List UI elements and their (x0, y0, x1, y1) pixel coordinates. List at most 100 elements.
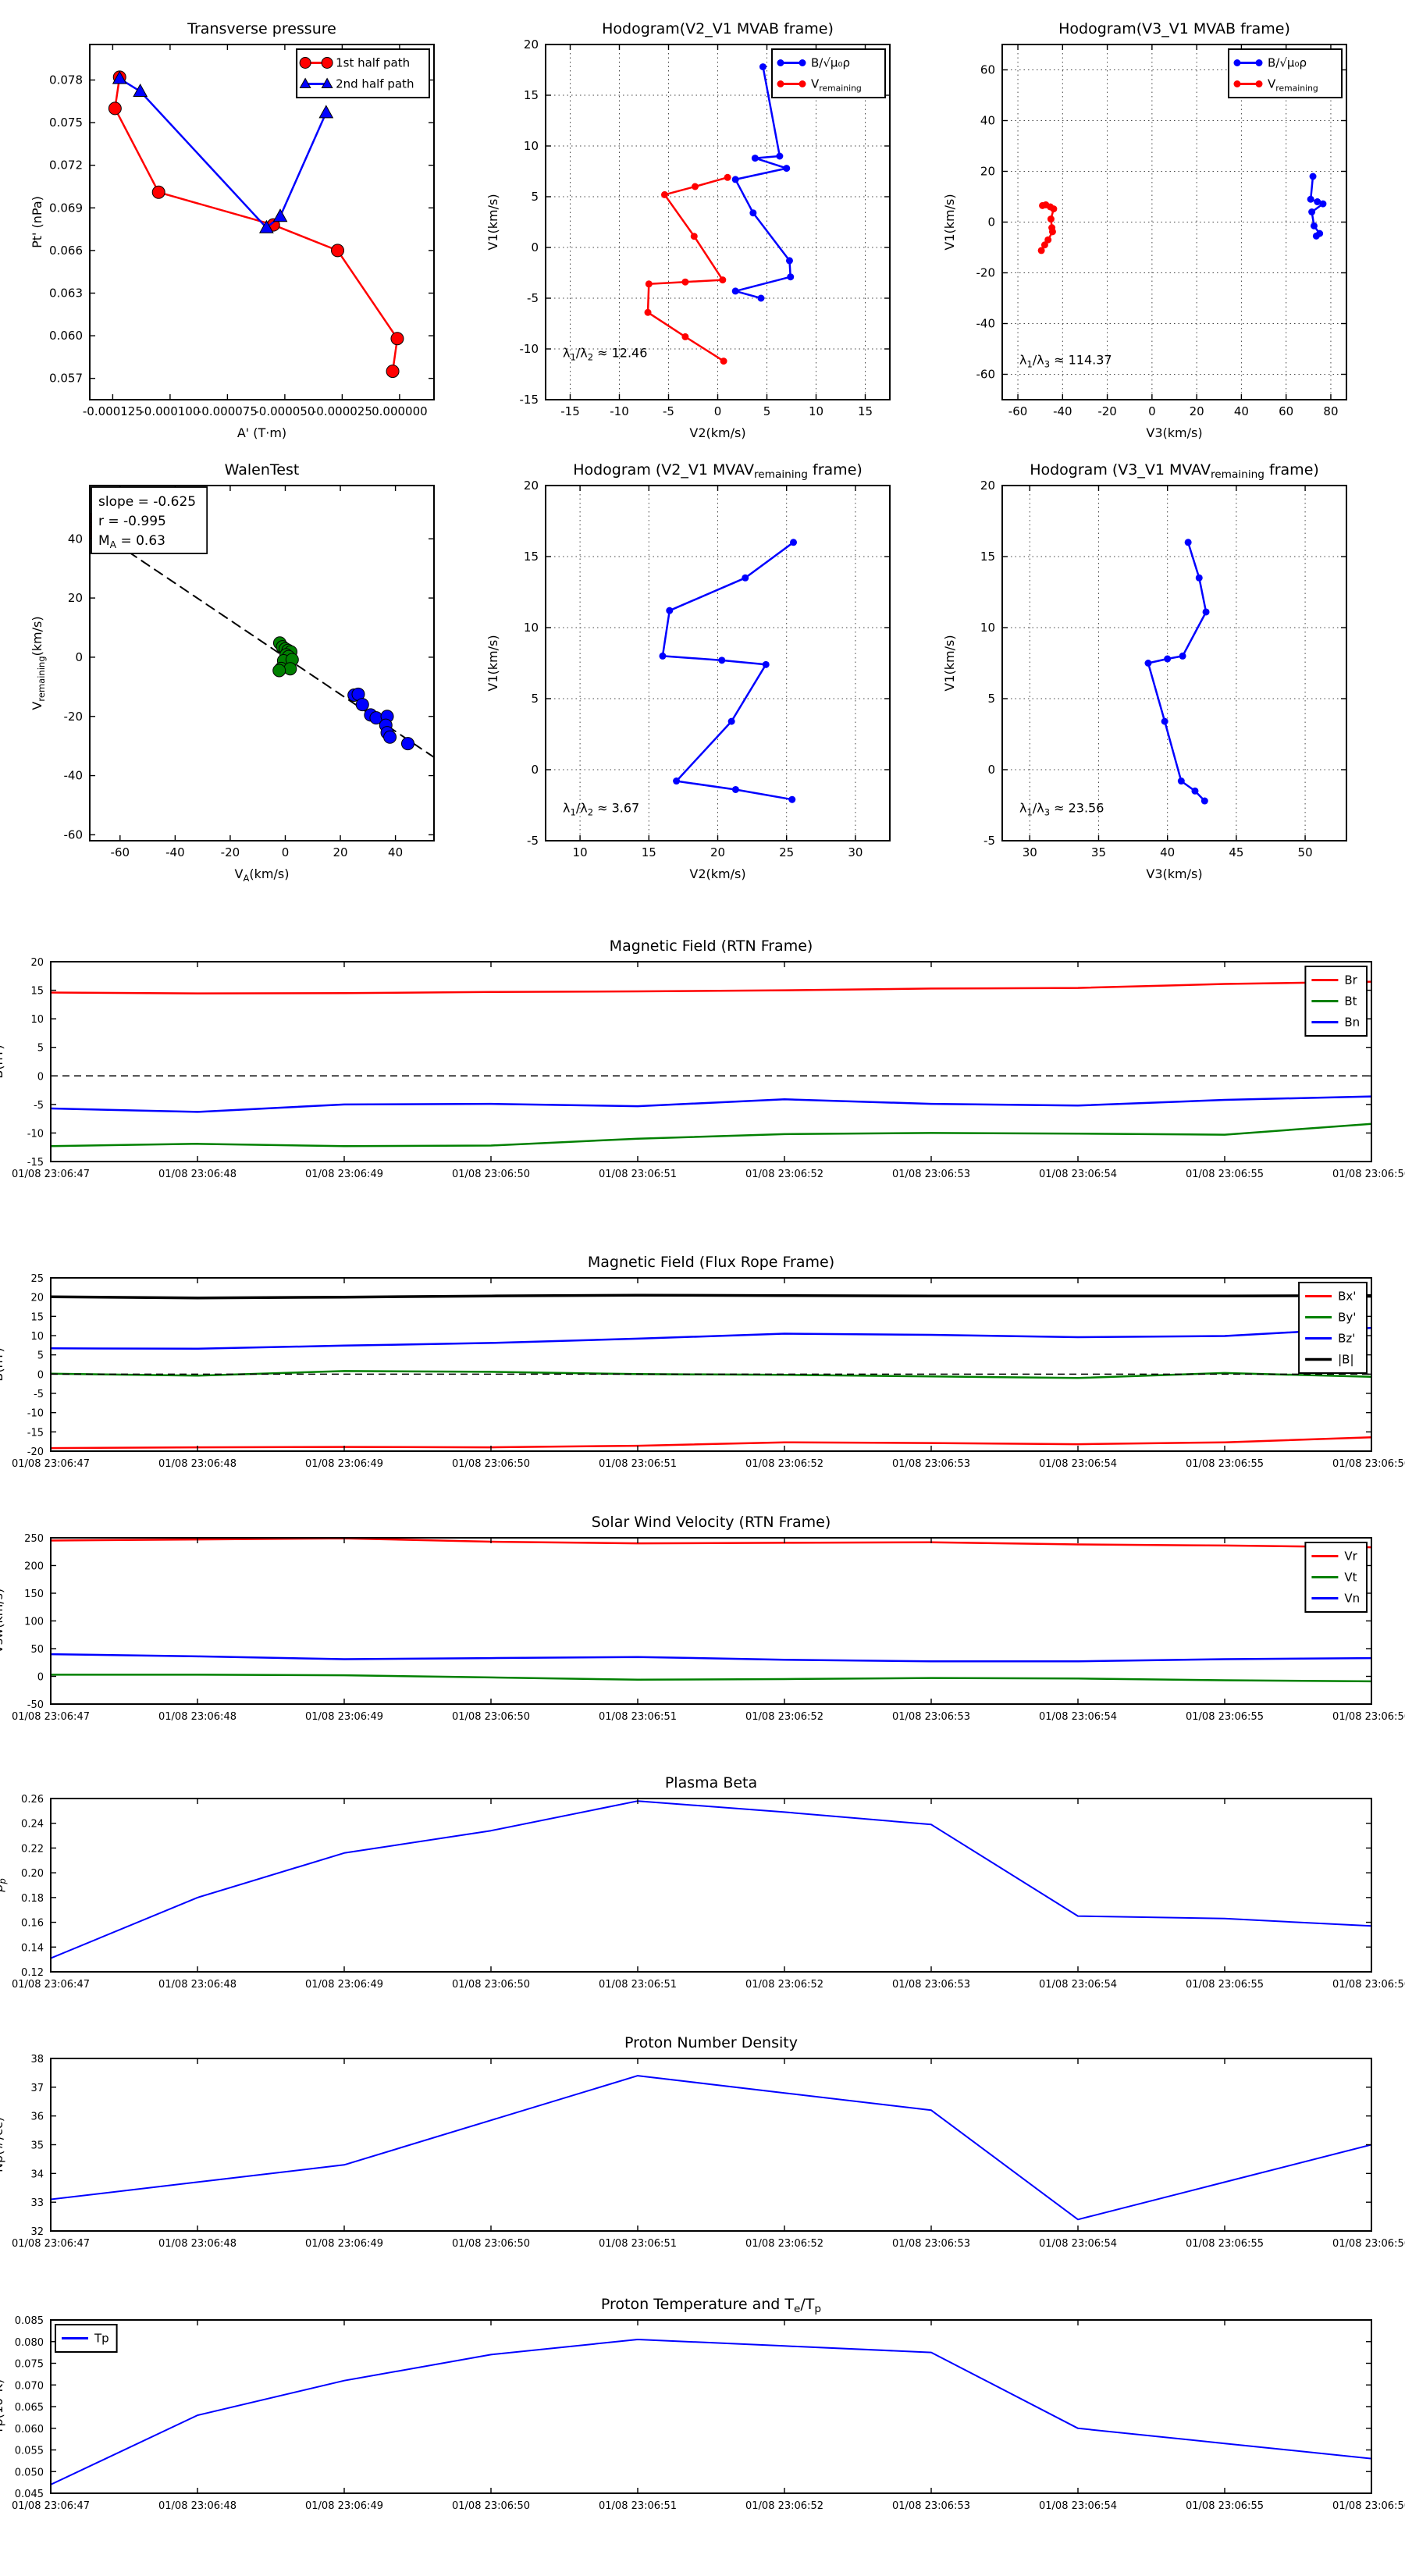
hodogram-v3v1-mvab-xtick-label: 80 (1323, 404, 1338, 418)
hodogram-v2v1-mvab-title: Hodogram(V2_V1 MVAB frame) (602, 20, 834, 37)
proton-temp-legend-label: Tp (94, 2332, 109, 2346)
proton-density-ytick-label: 32 (30, 2226, 44, 2238)
vsw-rtn-legend-label: Vr (1344, 1550, 1357, 1564)
b-rtn-ylabel: B(nT) (0, 1044, 5, 1078)
proton-temp-xtick-label: 01/08 23:06:50 (452, 2500, 530, 2512)
proton-temp-ytick-label: 0.045 (15, 2489, 44, 2500)
vsw-rtn-ytick-label: 100 (24, 1617, 44, 1628)
vsw-rtn-ytick-label: 250 (24, 1533, 44, 1545)
transverse-pressure-ytick-label: 0.063 (49, 286, 83, 301)
hodogram-v3v1-mvav-xtick-label: 40 (1160, 845, 1175, 859)
proton-density-ytick-label: 37 (30, 2083, 44, 2094)
hodogram-v3v1-mvab-xlabel: V3(km/s) (1146, 425, 1202, 440)
vsw-rtn-series (51, 1538, 1371, 1683)
b-rtn-axes-frame (50, 961, 1372, 1162)
proton-density-xtick-label: 01/08 23:06:55 (1186, 2238, 1264, 2250)
hodogram-v3v1-mvab-xtick-label: 40 (1234, 404, 1249, 418)
plasma-beta-ticks: 01/08 23:06:47 01/08 23:06:48 01/08 23:06:… (12, 1794, 1405, 1991)
hodogram-v3v1-mvab-ytick-label: 60 (980, 63, 995, 77)
b-fluxrope-xtick-label: 01/08 23:06:50 (452, 1458, 530, 1470)
chart-hodogram-v2v1-mvav: 10 15 20 25 30 -5 0 5 10 15 20 Hodogram (V2_V1 MVAV… (486, 461, 891, 881)
vsw-rtn-legend-label: Vt (1344, 1571, 1357, 1585)
plasma-beta-ytick-label: 0.16 (21, 1918, 44, 1930)
hodogram-v2v1-mvav-xtick-label: 25 (779, 845, 794, 859)
hodogram-v2v1-mvab-xtick-label: -15 (560, 404, 580, 418)
b-fluxrope-ytick-label: 5 (37, 1350, 44, 1362)
hodogram-v2v1-mvav-ytick-label: 15 (524, 550, 539, 564)
b-fluxrope-ticks: 01/08 23:06:47 01/08 23:06:48 01/08 23:06:… (12, 1273, 1405, 1470)
plasma-beta-xtick-label: 01/08 23:06:52 (745, 1979, 823, 1991)
transverse-pressure-ytick-label: 0.060 (49, 329, 83, 343)
hodogram-v3v1-mvav-xlabel: V3(km/s) (1146, 866, 1202, 881)
hodogram-v2v1-mvab-annotation: λ1/λ2 ≈ 12.46 (563, 345, 647, 362)
proton-temp-axes-frame (50, 2319, 1372, 2494)
plasma-beta-xtick-label: 01/08 23:06:49 (305, 1979, 383, 1991)
proton-temp-ylabel: Tp(106K) (0, 2379, 5, 2435)
hodogram-v3v1-mvav-xtick-label: 30 (1023, 845, 1037, 859)
b-fluxrope-ytick-label: 10 (30, 1331, 44, 1343)
walen-test-xtick-label: 0 (282, 845, 290, 859)
b-fluxrope-title: Magnetic Field (Flux Rope Frame) (588, 1254, 834, 1271)
walen-test-ytick-label: -20 (64, 710, 84, 724)
hodogram-v2v1-mvav-xtick-label: 15 (642, 845, 656, 859)
hodogram-v3v1-mvab-legend-label: B/√μ₀ρ (1268, 56, 1307, 70)
proton-temp-xtick-label: 01/08 23:06:49 (305, 2500, 383, 2512)
b-fluxrope-legend-label: |B| (1338, 1353, 1353, 1367)
chart-walen-test: -60 -40 -20 0 20 40 -60 -40 -20 0 20 40 WalenTest VA(… (30, 461, 435, 884)
transverse-pressure-ticks: -0.000125-0.000100-0.000075-0.000050-0.0… (49, 44, 434, 418)
hodogram-v3v1-mvav-series (1144, 539, 1210, 805)
b-fluxrope-xtick-label: 01/08 23:06:55 (1186, 1458, 1264, 1470)
proton-density-xtick-label: 01/08 23:06:52 (745, 2238, 823, 2250)
walen-test-ylabel: Vremaining(km/s) (30, 616, 47, 710)
hodogram-v3v1-mvav-xtick-label: 35 (1091, 845, 1106, 859)
proton-temp-xtick-label: 01/08 23:06:47 (12, 2500, 90, 2512)
vsw-rtn-xtick-label: 01/08 23:06:53 (892, 1711, 970, 1723)
plasma-beta-ytick-label: 0.26 (21, 1794, 44, 1806)
vsw-rtn-ticks: 01/08 23:06:47 01/08 23:06:48 01/08 23:06:… (12, 1533, 1405, 1723)
b-rtn-ticks: 01/08 23:06:47 01/08 23:06:48 01/08 23:06:… (12, 957, 1405, 1180)
plasma-beta-xtick-label: 01/08 23:06:53 (892, 1979, 970, 1991)
proton-temp-title: Proton Temperature and Te/Tp (601, 2296, 821, 2315)
plasma-beta-ytick-label: 0.18 (21, 1893, 44, 1905)
proton-density-xtick-label: 01/08 23:06:49 (305, 2238, 383, 2250)
proton-temp-xtick-label: 01/08 23:06:48 (158, 2500, 237, 2512)
plasma-beta-xtick-label: 01/08 23:06:47 (12, 1979, 90, 1991)
transverse-pressure-ytick-label: 0.069 (49, 201, 83, 215)
proton-temp-series (51, 2339, 1371, 2485)
b-fluxrope-xtick-label: 01/08 23:06:54 (1039, 1458, 1117, 1470)
plasma-beta-xtick-label: 01/08 23:06:56 (1332, 1979, 1405, 1991)
hodogram-v3v1-mvab-xtick-label: 20 (1190, 404, 1204, 418)
chart-proton-density: 01/08 23:06:47 01/08 23:06:48 01/08 23:06:… (0, 2034, 1405, 2250)
proton-density-ytick-label: 33 (30, 2197, 44, 2209)
proton-temp-ytick-label: 0.060 (15, 2424, 44, 2435)
hodogram-v2v1-mvab-ytick-label: 5 (531, 190, 539, 204)
transverse-pressure-xtick-label: -0.000050 (254, 404, 315, 418)
b-fluxrope-xtick-label: 01/08 23:06:51 (599, 1458, 677, 1470)
proton-density-ytick-label: 38 (30, 2054, 44, 2065)
walen-test-ytick-label: -60 (64, 827, 84, 841)
b-fluxrope-legend-label: Bz' (1338, 1332, 1355, 1346)
hodogram-v3v1-mvav-ytick-label: 5 (987, 692, 995, 706)
hodogram-v3v1-mvab-xtick-label: 0 (1148, 404, 1156, 418)
proton-temp-ytick-label: 0.065 (15, 2402, 44, 2414)
b-rtn-xtick-label: 01/08 23:06:53 (892, 1169, 970, 1180)
chart-plasma-beta: 01/08 23:06:47 01/08 23:06:48 01/08 23:06:… (0, 1774, 1405, 1991)
transverse-pressure-series (108, 70, 404, 379)
proton-density-series (51, 2075, 1371, 2221)
proton-temp-ytick-label: 0.070 (15, 2380, 44, 2392)
transverse-pressure-axes-frame (89, 44, 435, 400)
hodogram-v3v1-mvab-ytick-label: -40 (976, 317, 996, 331)
proton-density-ytick-label: 34 (30, 2169, 44, 2180)
proton-density-xtick-label: 01/08 23:06:53 (892, 2238, 970, 2250)
plasma-beta-ytick-label: 0.20 (21, 1868, 44, 1880)
hodogram-v3v1-mvab-xtick-label: 60 (1279, 404, 1293, 418)
hodogram-v3v1-mvab-xtick-label: -20 (1097, 404, 1117, 418)
b-fluxrope-legend: Bx' By' Bz' |B| (1298, 1282, 1368, 1374)
transverse-pressure-ytick-label: 0.057 (49, 372, 83, 386)
walen-test-infobox-line: MA = 0.63 (98, 533, 165, 550)
hodogram-v2v1-mvab-xtick-label: -10 (610, 404, 629, 418)
hodogram-v3v1-mvab-ytick-label: 0 (987, 215, 995, 229)
b-rtn-xtick-label: 01/08 23:06:50 (452, 1169, 530, 1180)
transverse-pressure-xtick-label: -0.000075 (197, 404, 258, 418)
b-rtn-series (51, 980, 1371, 1147)
